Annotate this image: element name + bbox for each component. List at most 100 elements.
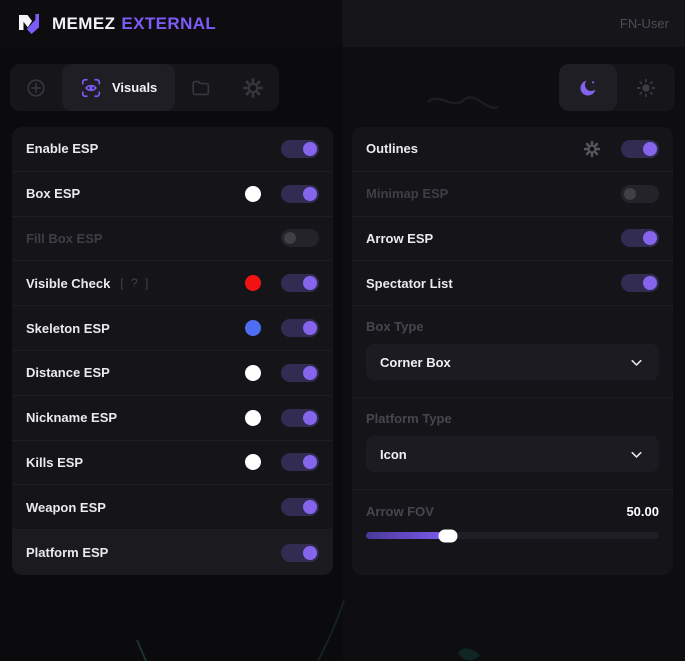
setting-label: Skeleton ESP	[26, 320, 110, 336]
platform-type-value: Icon	[380, 446, 407, 462]
sun-icon	[635, 77, 657, 99]
brand-logo-icon	[16, 11, 42, 37]
visible-check-toggle[interactable]	[281, 274, 319, 293]
tab-visuals-label: Visuals	[112, 80, 158, 95]
row-platform-esp: Platform ESP	[12, 530, 333, 575]
row-arrow-esp: Arrow ESP	[352, 217, 673, 262]
toggle-knob	[303, 321, 317, 336]
platform-type-label: Platform Type	[366, 411, 452, 427]
row-visible-check: Visible Check [ ? ]	[12, 261, 333, 307]
arrow-fov-value: 50.00	[626, 504, 659, 520]
arrow-esp-toggle[interactable]	[621, 229, 659, 248]
setting-label: Outlines	[366, 141, 419, 157]
box-esp-toggle[interactable]	[281, 184, 319, 203]
toggle-knob	[303, 276, 317, 291]
row-spectator-list: Spectator List	[352, 261, 673, 307]
theme-dark-button[interactable]	[559, 64, 617, 111]
gear-icon	[242, 77, 264, 99]
box-esp-color-picker[interactable]	[245, 185, 261, 202]
moon-icon	[577, 77, 599, 99]
folder-icon	[190, 77, 212, 99]
kills-esp-toggle[interactable]	[281, 453, 319, 472]
toggle-knob	[624, 187, 636, 200]
setting-label: Weapon ESP	[26, 499, 106, 515]
topbar: MEMEZ EXTERNAL FN-User	[0, 0, 685, 47]
brand-suffix: EXTERNAL	[121, 13, 217, 33]
toggle-knob	[643, 141, 657, 156]
outlines-toggle[interactable]	[621, 139, 659, 158]
toggle-knob	[284, 232, 296, 245]
row-enable-esp: Enable ESP	[12, 127, 333, 172]
toggle-knob	[303, 455, 317, 470]
box-type-group: Box Type Corner Box	[352, 306, 673, 399]
minimap-esp-toggle[interactable]	[621, 184, 659, 203]
brand: MEMEZ EXTERNAL	[16, 11, 216, 37]
setting-label: Platform ESP	[26, 545, 109, 561]
setting-label: Spectator List	[366, 275, 453, 291]
tab-aimbot[interactable]	[10, 64, 62, 111]
toggle-knob	[303, 545, 317, 560]
main-tab-bar: Visuals	[10, 64, 280, 111]
logged-in-username: FN-User	[619, 16, 669, 31]
platform-type-select[interactable]: Icon	[366, 436, 659, 473]
row-fill-box-esp: Fill Box ESP	[12, 217, 333, 262]
esp-options-panel: Outlines Minimap ESP Arrow ESP Spectat	[352, 127, 673, 575]
nickname-esp-toggle[interactable]	[281, 408, 319, 427]
outlines-settings-gear-icon[interactable]	[583, 140, 601, 158]
box-type-value: Corner Box	[380, 354, 451, 370]
box-type-select[interactable]: Corner Box	[366, 344, 659, 381]
visible-check-color-picker[interactable]	[245, 275, 261, 292]
brand-name: MEMEZ	[52, 13, 116, 33]
row-kills-esp: Kills ESP	[12, 441, 333, 486]
enable-esp-toggle[interactable]	[281, 139, 319, 158]
setting-label: Kills ESP	[26, 454, 84, 470]
setting-label: Arrow ESP	[366, 230, 434, 246]
skeleton-esp-toggle[interactable]	[281, 319, 319, 338]
setting-label: Visible Check	[26, 275, 111, 291]
distance-esp-toggle[interactable]	[281, 363, 319, 382]
toggle-knob	[303, 500, 317, 515]
platform-esp-toggle[interactable]	[281, 543, 319, 562]
theme-switcher	[559, 64, 675, 111]
row-distance-esp: Distance ESP	[12, 351, 333, 396]
toggle-knob	[303, 365, 317, 380]
toggle-knob	[303, 410, 317, 425]
setting-label: Minimap ESP	[366, 186, 449, 202]
chevron-down-icon	[628, 446, 645, 463]
spectator-list-toggle[interactable]	[621, 274, 659, 293]
setting-label: Enable ESP	[26, 141, 99, 157]
weapon-esp-toggle[interactable]	[281, 498, 319, 517]
toggle-knob	[303, 186, 317, 201]
slider-fill	[366, 532, 449, 540]
row-minimap-esp: Minimap ESP	[352, 172, 673, 217]
scan-eye-icon	[80, 77, 102, 99]
row-outlines: Outlines	[352, 127, 673, 172]
kills-esp-color-picker[interactable]	[245, 454, 261, 471]
arrow-fov-label: Arrow FOV	[366, 504, 434, 520]
help-badge[interactable]: [ ? ]	[120, 276, 151, 291]
row-skeleton-esp: Skeleton ESP	[12, 306, 333, 351]
row-box-esp: Box ESP	[12, 172, 333, 217]
platform-type-group: Platform Type Icon	[352, 398, 673, 491]
setting-label: Nickname ESP	[26, 410, 118, 426]
fill-box-esp-toggle[interactable]	[281, 229, 319, 248]
tab-configs[interactable]	[175, 64, 227, 111]
crosshair-icon	[25, 77, 47, 99]
box-type-label: Box Type	[366, 319, 424, 335]
theme-light-button[interactable]	[617, 64, 675, 111]
slider-handle[interactable]	[438, 529, 458, 543]
arrow-fov-group: Arrow FOV 50.00	[352, 490, 673, 543]
nickname-esp-color-picker[interactable]	[245, 409, 261, 426]
setting-label: Fill Box ESP	[26, 230, 103, 246]
distance-esp-color-picker[interactable]	[245, 364, 261, 381]
esp-settings-panel: Enable ESP Box ESP Fill Box ESP Visible …	[12, 127, 333, 575]
row-weapon-esp: Weapon ESP	[12, 485, 333, 531]
row-nickname-esp: Nickname ESP	[12, 396, 333, 441]
tab-settings[interactable]	[227, 64, 279, 111]
toggle-knob	[303, 141, 317, 156]
arrow-fov-slider[interactable]	[366, 529, 659, 543]
toggle-knob	[643, 231, 657, 246]
skeleton-esp-color-picker[interactable]	[245, 320, 261, 337]
setting-label: Box ESP	[26, 186, 81, 202]
tab-visuals[interactable]: Visuals	[62, 64, 176, 111]
